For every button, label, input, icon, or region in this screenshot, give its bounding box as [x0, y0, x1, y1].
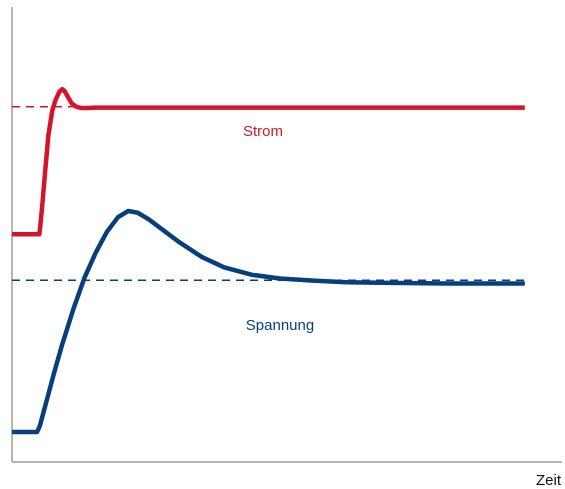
x-axis-label: Zeit: [536, 472, 562, 489]
series-label-strom: Strom: [243, 123, 283, 140]
series-layer: [12, 86, 525, 435]
series-line-spannung: [12, 208, 525, 435]
series-label-spannung: Spannung: [246, 317, 314, 334]
series-line-strom: [12, 86, 525, 237]
